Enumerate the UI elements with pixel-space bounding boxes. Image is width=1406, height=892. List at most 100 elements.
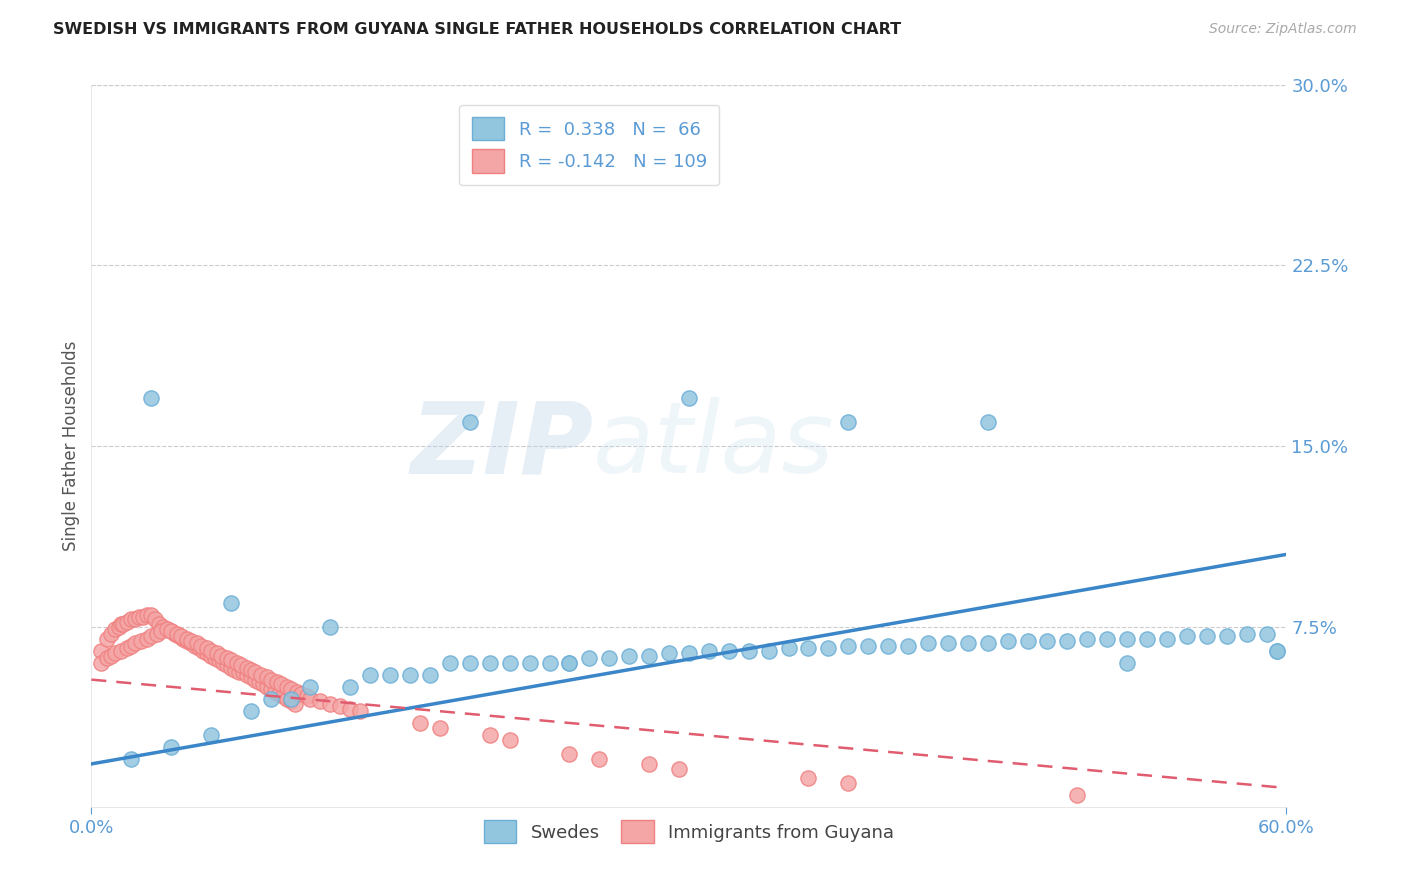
Point	[758, 644, 780, 658]
Point	[956, 636, 979, 650]
Point	[204, 651, 226, 665]
Point	[856, 639, 880, 653]
Point	[224, 663, 246, 677]
Point	[295, 690, 318, 704]
Point	[697, 644, 720, 658]
Point	[200, 648, 222, 663]
Point	[837, 776, 859, 790]
Point	[409, 715, 432, 730]
Point	[359, 667, 381, 681]
Point	[897, 639, 920, 653]
Point	[558, 656, 581, 670]
Point	[778, 641, 800, 656]
Point	[229, 658, 252, 673]
Point	[1265, 644, 1288, 658]
Point	[100, 648, 122, 663]
Point	[1116, 656, 1139, 670]
Point	[638, 648, 661, 663]
Point	[558, 747, 581, 762]
Point	[156, 622, 179, 636]
Point	[280, 682, 302, 697]
Point	[319, 619, 342, 633]
Point	[276, 692, 298, 706]
Point	[1097, 632, 1119, 646]
Point	[110, 617, 132, 632]
Point	[668, 762, 690, 776]
Point	[215, 658, 238, 673]
Point	[148, 617, 170, 632]
Point	[239, 663, 262, 677]
Point	[184, 639, 207, 653]
Point	[283, 697, 307, 711]
Point	[167, 629, 190, 643]
Point	[124, 612, 146, 626]
Point	[285, 684, 308, 698]
Point	[837, 415, 859, 429]
Point	[309, 694, 332, 708]
Point	[249, 667, 271, 681]
Point	[498, 732, 520, 747]
Point	[120, 752, 142, 766]
Point	[266, 675, 288, 690]
Point	[658, 646, 681, 660]
Point	[1195, 629, 1218, 643]
Point	[588, 752, 610, 766]
Point	[349, 704, 371, 718]
Point	[319, 697, 342, 711]
Point	[458, 415, 481, 429]
Point	[478, 656, 501, 670]
Point	[90, 644, 112, 658]
Point	[235, 667, 259, 681]
Point	[163, 627, 186, 641]
Point	[290, 687, 312, 701]
Point	[276, 680, 298, 694]
Point	[1017, 634, 1039, 648]
Point	[170, 629, 193, 643]
Point	[141, 629, 162, 643]
Point	[252, 677, 274, 691]
Legend: Swedes, Immigrants from Guyana: Swedes, Immigrants from Guyana	[475, 811, 903, 853]
Point	[120, 639, 142, 653]
Point	[598, 651, 620, 665]
Point	[256, 670, 278, 684]
Point	[797, 772, 820, 786]
Point	[1265, 644, 1288, 658]
Text: SWEDISH VS IMMIGRANTS FROM GUYANA SINGLE FATHER HOUSEHOLDS CORRELATION CHART: SWEDISH VS IMMIGRANTS FROM GUYANA SINGLE…	[53, 22, 901, 37]
Point	[200, 728, 222, 742]
Point	[1236, 627, 1258, 641]
Point	[329, 699, 352, 714]
Point	[619, 648, 641, 663]
Point	[259, 682, 281, 697]
Point	[1136, 632, 1159, 646]
Point	[219, 653, 242, 667]
Point	[124, 636, 146, 650]
Point	[378, 667, 402, 681]
Point	[419, 667, 441, 681]
Point	[280, 694, 302, 708]
Point	[1256, 627, 1278, 641]
Point	[439, 656, 461, 670]
Point	[243, 665, 266, 680]
Point	[195, 641, 218, 656]
Point	[259, 673, 281, 687]
Point	[225, 656, 247, 670]
Point	[219, 596, 242, 610]
Point	[678, 391, 700, 405]
Point	[1056, 634, 1078, 648]
Point	[200, 644, 222, 658]
Point	[215, 651, 238, 665]
Point	[115, 615, 138, 629]
Text: ZIP: ZIP	[411, 398, 593, 494]
Point	[186, 636, 208, 650]
Point	[136, 632, 159, 646]
Point	[195, 646, 218, 660]
Point	[737, 644, 759, 658]
Point	[399, 667, 422, 681]
Point	[1215, 629, 1237, 643]
Point	[429, 721, 451, 735]
Point	[299, 680, 322, 694]
Point	[128, 610, 150, 624]
Point	[478, 728, 501, 742]
Point	[538, 656, 561, 670]
Point	[110, 644, 132, 658]
